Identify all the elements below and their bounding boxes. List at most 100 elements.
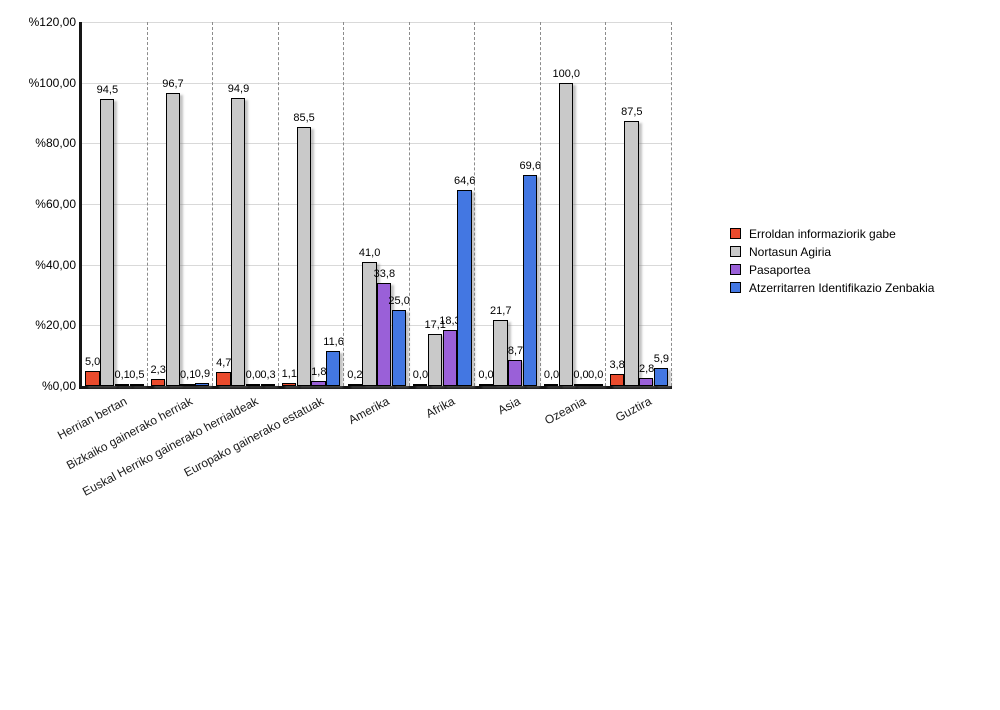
y-tick-label: %0,00 bbox=[41, 379, 76, 393]
bar-atzerritarren-identifikazio-zenbakia bbox=[195, 383, 210, 386]
bar-pasaportea bbox=[114, 384, 130, 386]
bar-value-label: 21,7 bbox=[490, 305, 512, 317]
bar-value-label: 17,1 bbox=[424, 319, 446, 331]
bar-value-label: 5,9 bbox=[653, 353, 669, 365]
bar-pasaportea bbox=[180, 384, 195, 386]
bar-nortasun-agiria bbox=[231, 98, 246, 386]
group-separator bbox=[474, 22, 476, 386]
bar-value-label: 0,3 bbox=[260, 369, 276, 381]
group-separator bbox=[343, 22, 345, 386]
bar-value-label: 64,6 bbox=[453, 175, 476, 187]
bar-pasaportea bbox=[573, 384, 588, 386]
bar-value-label: 3,8 bbox=[609, 359, 625, 371]
bar-value-label: 11,6 bbox=[323, 336, 344, 348]
legend-item-atzerritarren-identifikazio-zenbakia: Atzerritarren Identifikazio Zenbakia bbox=[730, 279, 934, 296]
group-separator bbox=[539, 22, 541, 386]
bar-value-label: 87,5 bbox=[621, 106, 643, 118]
bar-nortasun-agiria bbox=[427, 334, 443, 386]
bar-value-label: 4,7 bbox=[216, 357, 232, 369]
y-tick-label: %40,00 bbox=[35, 257, 76, 272]
gridline-100 bbox=[82, 82, 672, 84]
y-tick-label: %100,00 bbox=[28, 75, 76, 90]
x-tick-label: Herrian bertan bbox=[55, 394, 130, 443]
group-separator bbox=[408, 22, 410, 386]
bar-erroldan-informaziorik-gabe bbox=[413, 384, 428, 386]
bar-value-label: 0,0 bbox=[573, 369, 589, 381]
plot-area: 5,0 94,5 0,1 0,5 2,3 96,7 0,1 0,9 4,7 94,9 0,0 0,3 1… bbox=[79, 22, 672, 389]
bar-pasaportea bbox=[311, 381, 326, 386]
bar-pasaportea bbox=[442, 330, 457, 386]
bar-value-label: 2,8 bbox=[638, 363, 655, 375]
bar-nortasun-agiria bbox=[493, 320, 508, 386]
bar-value-label: 2,3 bbox=[150, 364, 166, 376]
bar-value-label: 0,0 bbox=[245, 369, 261, 381]
legend-label: Atzerritarren Identifikazio Zenbakia bbox=[749, 280, 935, 295]
bar-nortasun-agiria bbox=[100, 99, 115, 386]
bar-pasaportea bbox=[639, 378, 654, 386]
bar-atzerritarren-identifikazio-zenbakia bbox=[653, 368, 669, 386]
bar-pasaportea bbox=[245, 384, 261, 386]
legend-label: Nortasun Agiria bbox=[749, 244, 832, 259]
legend-label: Pasaportea bbox=[749, 262, 811, 277]
bar-erroldan-informaziorik-gabe bbox=[478, 384, 493, 386]
legend-label: Erroldan informaziorik gabe bbox=[749, 226, 896, 241]
legend-item-nortasun-agiria: Nortasun Agiria bbox=[730, 243, 934, 260]
bar-erroldan-informaziorik-gabe bbox=[216, 372, 231, 386]
bar-value-label: 85,5 bbox=[293, 112, 315, 124]
group-separator bbox=[212, 22, 214, 386]
legend: Erroldan informaziorik gabe Nortasun Agir… bbox=[730, 225, 934, 297]
legend-swatch bbox=[730, 228, 741, 239]
bar-erroldan-informaziorik-gabe bbox=[544, 384, 559, 386]
bar-value-label: 25,0 bbox=[388, 295, 410, 307]
group-separator bbox=[671, 22, 672, 386]
bar-value-label: 0,1 bbox=[114, 369, 130, 381]
bar-nortasun-agiria bbox=[558, 83, 574, 386]
bar-value-label: 33,8 bbox=[373, 268, 396, 280]
bar-value-label: 0,0 bbox=[543, 369, 560, 381]
legend-swatch bbox=[730, 282, 741, 293]
bar-erroldan-informaziorik-gabe bbox=[609, 374, 624, 386]
bar-erroldan-informaziorik-gabe bbox=[85, 371, 100, 386]
bar-value-label: 0,0 bbox=[478, 369, 494, 381]
bar-value-label: 8,7 bbox=[507, 345, 524, 357]
bar-value-label: 94,5 bbox=[96, 84, 119, 96]
bar-value-label: 0,5 bbox=[129, 369, 145, 381]
bar-nortasun-agiria bbox=[296, 127, 311, 386]
y-tick-label: %20,00 bbox=[35, 318, 76, 333]
bar-pasaportea bbox=[508, 360, 523, 386]
bar-value-label: 18,3 bbox=[439, 315, 461, 327]
bar-value-label: 69,6 bbox=[519, 160, 541, 172]
bar-atzerritarren-identifikazio-zenbakia bbox=[588, 384, 603, 386]
y-tick-label: %120,00 bbox=[28, 15, 76, 29]
bar-atzerritarren-identifikazio-zenbakia bbox=[457, 190, 472, 386]
bar-nortasun-agiria bbox=[362, 262, 377, 386]
bar-value-label: 96,7 bbox=[162, 78, 184, 90]
bar-atzerritarren-identifikazio-zenbakia bbox=[391, 310, 406, 386]
bar-erroldan-informaziorik-gabe bbox=[281, 383, 297, 386]
group-separator bbox=[277, 22, 279, 386]
legend-item-pasaportea: Pasaportea bbox=[730, 261, 934, 278]
legend-swatch bbox=[730, 264, 741, 275]
bar-value-label: 0,1 bbox=[180, 369, 196, 381]
bar-pasaportea bbox=[377, 283, 392, 386]
legend-item-erroldan-informaziorik-gabe: Erroldan informaziorik gabe bbox=[730, 225, 934, 242]
bar-value-label: 41,0 bbox=[358, 247, 381, 259]
bar-atzerritarren-identifikazio-zenbakia bbox=[260, 384, 275, 386]
bar-value-label: 100,0 bbox=[552, 68, 581, 80]
bar-value-label: 5,0 bbox=[84, 356, 101, 368]
bar-value-label: 1,1 bbox=[281, 368, 297, 380]
bar-value-label: 0,0 bbox=[588, 369, 604, 381]
bar-erroldan-informaziorik-gabe bbox=[150, 379, 166, 386]
bar-value-label: 0,0 bbox=[412, 369, 429, 381]
bar-atzerritarren-identifikazio-zenbakia bbox=[326, 351, 341, 386]
legend-swatch bbox=[730, 246, 741, 257]
bar-nortasun-agiria bbox=[624, 121, 639, 386]
bar-atzerritarren-identifikazio-zenbakia bbox=[129, 384, 144, 386]
bar-value-label: 0,9 bbox=[194, 368, 211, 380]
gridline-120 bbox=[82, 22, 672, 23]
group-separator bbox=[146, 22, 148, 386]
y-tick-label: %60,00 bbox=[35, 197, 76, 211]
y-tick-label: %80,00 bbox=[35, 136, 76, 151]
gridline-40 bbox=[82, 264, 672, 266]
group-separator bbox=[605, 22, 607, 386]
